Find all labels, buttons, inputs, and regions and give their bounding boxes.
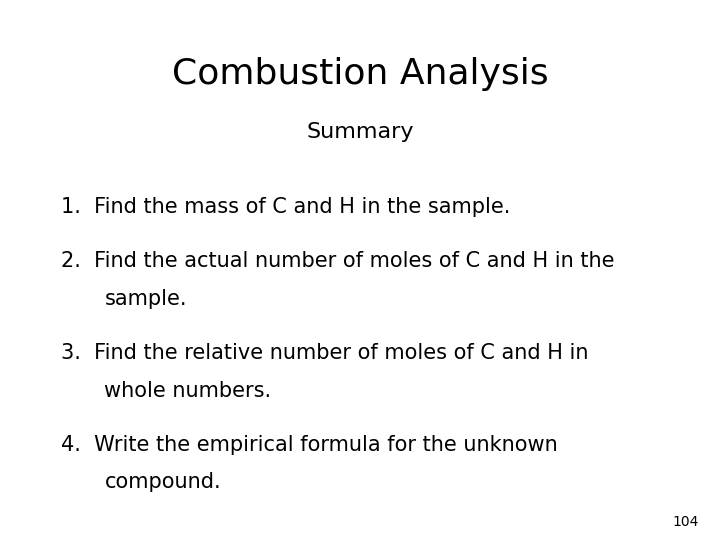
Text: whole numbers.: whole numbers. bbox=[104, 381, 271, 401]
Text: 3.  Find the relative number of moles of C and H in: 3. Find the relative number of moles of … bbox=[61, 343, 589, 363]
Text: 2.  Find the actual number of moles of C and H in the: 2. Find the actual number of moles of C … bbox=[61, 251, 615, 271]
Text: sample.: sample. bbox=[104, 289, 187, 309]
Text: 1.  Find the mass of C and H in the sample.: 1. Find the mass of C and H in the sampl… bbox=[61, 197, 510, 217]
Text: 104: 104 bbox=[672, 515, 698, 529]
Text: 4.  Write the empirical formula for the unknown: 4. Write the empirical formula for the u… bbox=[61, 435, 558, 455]
Text: compound.: compound. bbox=[104, 472, 221, 492]
Text: Summary: Summary bbox=[306, 122, 414, 141]
Text: Combustion Analysis: Combustion Analysis bbox=[171, 57, 549, 91]
